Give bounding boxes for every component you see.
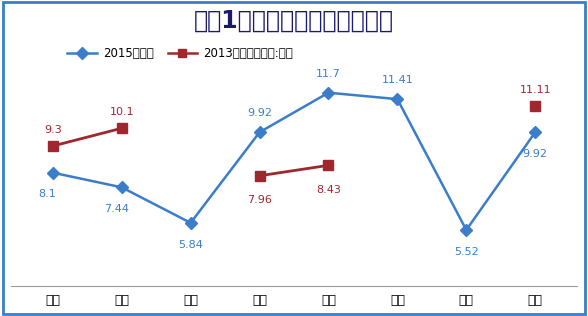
Text: 7.96: 7.96 [247,195,272,205]
Text: 10.1: 10.1 [109,107,134,117]
2013款优惠（单位:万） [118,126,125,130]
Text: 8.1: 8.1 [38,189,56,199]
Text: 11.11: 11.11 [519,85,551,95]
Text: 11.41: 11.41 [382,75,413,85]
Text: 8.43: 8.43 [316,185,341,195]
2015款优惠 [187,221,194,225]
2015款优惠 [118,185,125,189]
2015款优惠 [256,130,263,134]
Line: 2015款优惠: 2015款优惠 [49,88,539,234]
Text: 9.92: 9.92 [247,108,272,118]
Text: 7.44: 7.44 [103,204,129,214]
2015款优惠 [532,130,539,134]
Text: 5.84: 5.84 [178,240,203,250]
Text: 9.3: 9.3 [44,125,62,135]
2015款优惠 [325,91,332,94]
Text: 9.92: 9.92 [523,149,547,159]
Text: 11.7: 11.7 [316,69,341,79]
2015款优惠 [463,228,470,232]
2013款优惠（单位:万） [49,144,56,148]
Legend: 2015款优惠, 2013款优惠（单位:万）: 2015款优惠, 2013款优惠（单位:万） [62,43,298,65]
Text: 5.52: 5.52 [454,247,479,257]
Line: 2013款优惠（单位:万）: 2013款优惠（单位:万） [48,123,126,151]
Title: 宝马1系各地区最高优惠对比图: 宝马1系各地区最高优惠对比图 [194,9,394,33]
2015款优惠 [394,97,401,101]
2015款优惠 [49,171,56,174]
